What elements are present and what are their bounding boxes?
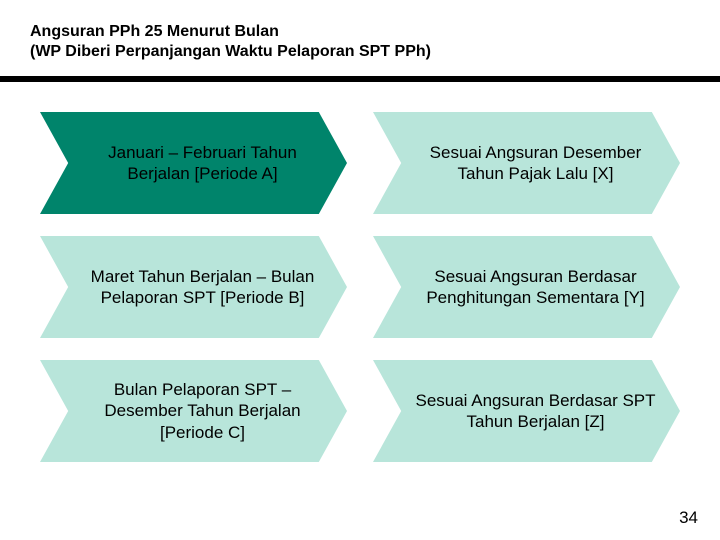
- slide-title: Angsuran PPh 25 Menurut Bulan (WP Diberi…: [30, 22, 690, 62]
- period-chevron: Januari – Februari Tahun Berjalan [Perio…: [40, 112, 347, 214]
- diagram-content: Januari – Februari Tahun Berjalan [Perio…: [0, 82, 720, 462]
- title-line-1: Angsuran PPh 25 Menurut Bulan: [30, 23, 279, 40]
- period-chevron: Maret Tahun Berjalan – Bulan Pelaporan S…: [40, 236, 347, 338]
- period-chevron: Bulan Pelaporan SPT – Desember Tahun Ber…: [40, 360, 347, 462]
- chevron-label: Januari – Februari Tahun Berjalan [Perio…: [40, 142, 347, 185]
- diagram-row: Maret Tahun Berjalan – Bulan Pelaporan S…: [40, 236, 680, 338]
- slide-header: Angsuran PPh 25 Menurut Bulan (WP Diberi…: [0, 0, 720, 70]
- diagram-row: Januari – Februari Tahun Berjalan [Perio…: [40, 112, 680, 214]
- result-chevron: Sesuai Angsuran Berdasar Penghitungan Se…: [373, 236, 680, 338]
- chevron-label: Sesuai Angsuran Desember Tahun Pajak Lal…: [373, 142, 680, 185]
- page-number: 34: [679, 508, 698, 528]
- chevron-label: Sesuai Angsuran Berdasar Penghitungan Se…: [373, 266, 680, 309]
- chevron-label: Sesuai Angsuran Berdasar SPT Tahun Berja…: [373, 390, 680, 433]
- result-chevron: Sesuai Angsuran Desember Tahun Pajak Lal…: [373, 112, 680, 214]
- chevron-label: Bulan Pelaporan SPT – Desember Tahun Ber…: [40, 379, 347, 443]
- result-chevron: Sesuai Angsuran Berdasar SPT Tahun Berja…: [373, 360, 680, 462]
- diagram-row: Bulan Pelaporan SPT – Desember Tahun Ber…: [40, 360, 680, 462]
- title-line-2: (WP Diberi Perpanjangan Waktu Pelaporan …: [30, 43, 431, 60]
- chevron-label: Maret Tahun Berjalan – Bulan Pelaporan S…: [40, 266, 347, 309]
